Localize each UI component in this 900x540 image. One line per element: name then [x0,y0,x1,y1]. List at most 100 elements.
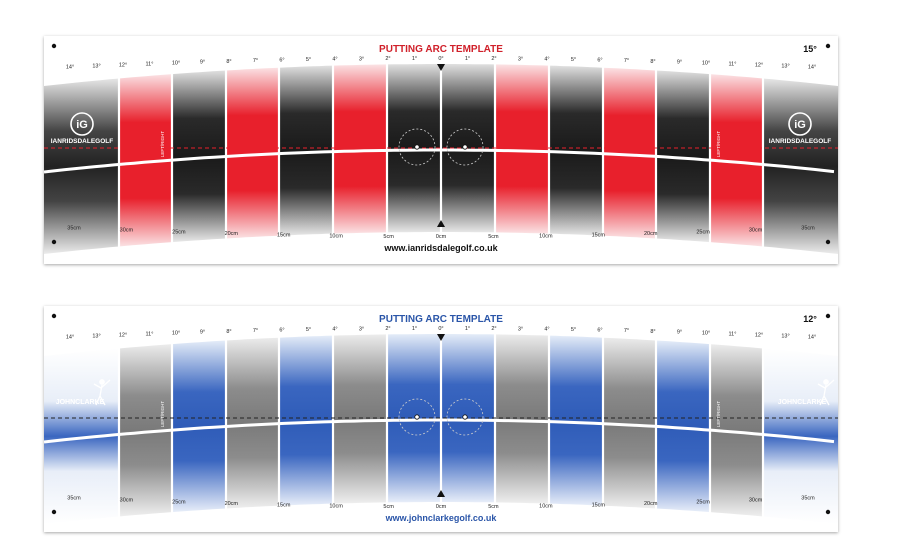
degree-label: 11° [729,331,737,337]
cm-label: 15cm [592,232,606,238]
cm-label: 25cm [172,500,186,506]
ball-position-circle [446,128,484,166]
degree-label: 10° [172,331,180,337]
degree-label: 12° [755,62,763,68]
mounting-hole [51,509,57,515]
template-title: PUTTING ARC TEMPLATE [379,44,503,55]
cm-label: 20cm [225,501,239,507]
degree-label: 12° [119,62,127,68]
cm-label: 25cm [696,230,710,236]
brand-label-left: JOHNCLARKE [56,399,105,406]
cm-label: 0cm [436,234,447,240]
putting-arc-template-red: 14° 13° 12° 11° 10° 9° 8° 7° 6° 5° 4° 3° 2° 1° 0° 1° 2° 3… [44,36,838,264]
arc-band-blue [387,334,441,503]
angle-label: 12° [803,314,817,324]
arc-band-blue [279,335,333,506]
degree-label: 3° [359,56,364,62]
degree-label: 8° [650,329,655,335]
golfer-logo-right [817,379,835,406]
degree-label: 14° [66,65,74,71]
arc-band-dark [441,64,495,233]
arc-band-blue [441,334,495,503]
degree-label: 13° [781,64,789,70]
cm-label: 30cm [749,228,763,234]
degree-label: 9° [200,330,205,336]
degree-label: 10° [172,61,180,67]
cm-label: 35cm [801,496,815,502]
degree-label: 1° [412,56,417,62]
degree-label: 2° [491,326,496,332]
degree-label: 5° [306,57,311,63]
golfer-logo-left [93,379,111,406]
degree-label: 3° [518,56,523,62]
degree-label: 12° [755,332,763,338]
brand-label-right: JOHNCLARKE [778,399,827,406]
degree-label: 8° [226,59,231,65]
degree-label: 4° [544,327,549,333]
degree-label: 7° [624,328,629,334]
degree-label: 4° [332,57,337,63]
cm-label: 25cm [696,500,710,506]
degree-label: 6° [279,58,284,64]
arc-band-red [226,67,279,239]
ball-position-circle [398,128,436,166]
mounting-hole [825,239,831,245]
mounting-hole [825,509,831,515]
arc-band-gray [710,344,763,517]
cm-label: 30cm [749,498,763,504]
degree-label: 13° [92,64,100,70]
degree-label: 10° [702,331,710,337]
degree-label: 5° [571,327,576,333]
arc-band-gray [763,78,838,254]
mounting-hole [51,313,57,319]
degree-label: 12° [119,332,127,338]
putting-arc-line [44,148,835,174]
mounting-hole [825,43,831,49]
brand-label-right: IANRIDSDALEGOLF [769,138,832,145]
cm-label: 35cm [67,496,81,502]
degree-label: 14° [808,335,816,341]
degree-label: 5° [571,57,576,63]
degree-label: 7° [253,58,258,64]
arc-band-red [333,64,387,234]
cm-label: 20cm [225,231,239,237]
arc-band-dark [172,70,226,243]
arc-band-gray [226,337,279,509]
top-arrow-icon [437,64,445,71]
cm-label: 15cm [592,502,606,508]
top-arrow-icon [437,334,445,341]
cm-label: 20cm [644,231,658,237]
website-url: www.johnclarkegolf.co.uk [385,513,498,523]
degree-label: 7° [253,328,258,334]
arc-band-dark [549,65,603,236]
degree-label: 1° [465,56,470,62]
ball-position-circle [446,398,484,436]
mounting-hole [51,239,57,245]
degree-label: 14° [808,65,816,71]
degree-label: 13° [92,334,100,340]
degree-label: 13° [781,334,789,340]
logo-letters-left: iG [76,119,88,131]
mounting-hole [825,313,831,319]
cm-label: 15cm [277,502,291,508]
degree-label: 3° [359,326,364,332]
degree-label: 8° [650,59,655,65]
bottom-arrow-icon [437,490,445,497]
arc-band-gray [119,344,172,517]
degree-label: 0° [438,326,443,332]
degree-label: 11° [729,61,737,67]
degree-label: 9° [677,60,682,66]
degree-label: 7° [624,58,629,64]
degree-markers: 14° 13° 12° 11° 10° 9° 8° 7° 6° 5° 4° 3° 2° 1° 0° 1° 2° 3… [51,43,831,245]
arc-band-dark [387,64,441,233]
cm-label: 10cm [539,503,553,509]
putting-arc-template-blue: 14° 13° 12° 11° 10° 9° 8° 7° 6° 5° 4° 3° 2° 1° 0° 1° 2° 3… [44,306,838,532]
ball-marker [414,144,420,150]
arc-band-gray [333,334,387,504]
mounting-hole [51,43,57,49]
ball-position-circle [398,398,436,436]
degree-label: 4° [332,327,337,333]
cm-label: 15cm [277,232,291,238]
arc-band-white [763,348,838,524]
arc-template-graphic: 14° 13° 12° 11° 10° 9° 8° 7° 6° 5° 4° 3° 2° 1° 0° 1° 2° 3… [44,313,838,524]
